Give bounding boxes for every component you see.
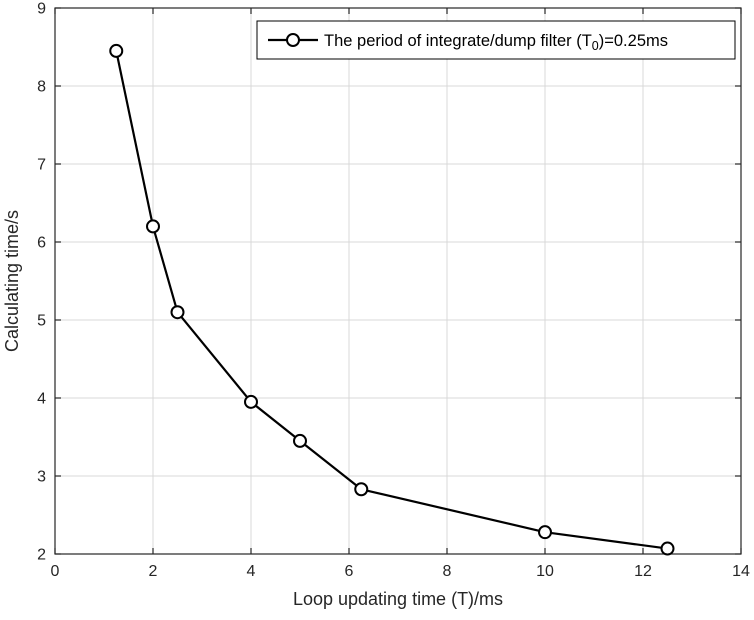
x-tick-label: 2 — [149, 563, 158, 580]
x-tick-label: 14 — [732, 563, 750, 580]
y-tick-label: 3 — [37, 469, 46, 486]
data-line — [115, 50, 668, 550]
data-point-marker — [146, 219, 160, 234]
y-tick-label: 6 — [37, 235, 46, 252]
x-tick-label: 8 — [443, 563, 452, 580]
y-tick-label: 9 — [37, 1, 46, 18]
y-tick-label: 2 — [37, 547, 46, 564]
data-point-marker — [538, 525, 552, 540]
x-axis-label: Loop updating time (T)/ms — [293, 589, 503, 609]
y-axis-label: Calculating time/s — [2, 210, 22, 352]
data-point-marker — [293, 433, 307, 448]
data-point-marker — [170, 305, 185, 320]
legend-marker-circle — [286, 33, 300, 47]
gridlines — [54, 7, 742, 555]
x-tick-label: 0 — [51, 563, 60, 580]
legend: The period of integrate/dump filter (T0)… — [256, 20, 736, 60]
x-tick-label: 4 — [247, 563, 256, 580]
y-tick-label: 8 — [37, 79, 46, 96]
data-point-marker — [354, 482, 369, 497]
y-tick-label: 7 — [37, 157, 46, 174]
x-tick-label: 10 — [536, 563, 554, 580]
data-point-marker — [244, 394, 258, 409]
x-tick-label: 6 — [345, 563, 354, 580]
x-tick-label: 12 — [634, 563, 652, 580]
plot-background — [55, 8, 741, 554]
data-point-marker — [660, 541, 675, 556]
legend-label: The period of integrate/dump filter (T0)… — [324, 32, 668, 53]
data-series — [109, 43, 675, 556]
plot-border — [54, 7, 742, 555]
y-tick-label: 5 — [37, 313, 46, 330]
legend-box — [256, 20, 736, 60]
x-tick-labels: 0 2 4 6 8 10 12 14 — [51, 563, 750, 580]
data-point-marker — [109, 43, 124, 58]
y-tick-labels: 2 3 4 5 6 7 8 9 — [37, 1, 46, 564]
y-tick-label: 4 — [37, 391, 46, 408]
